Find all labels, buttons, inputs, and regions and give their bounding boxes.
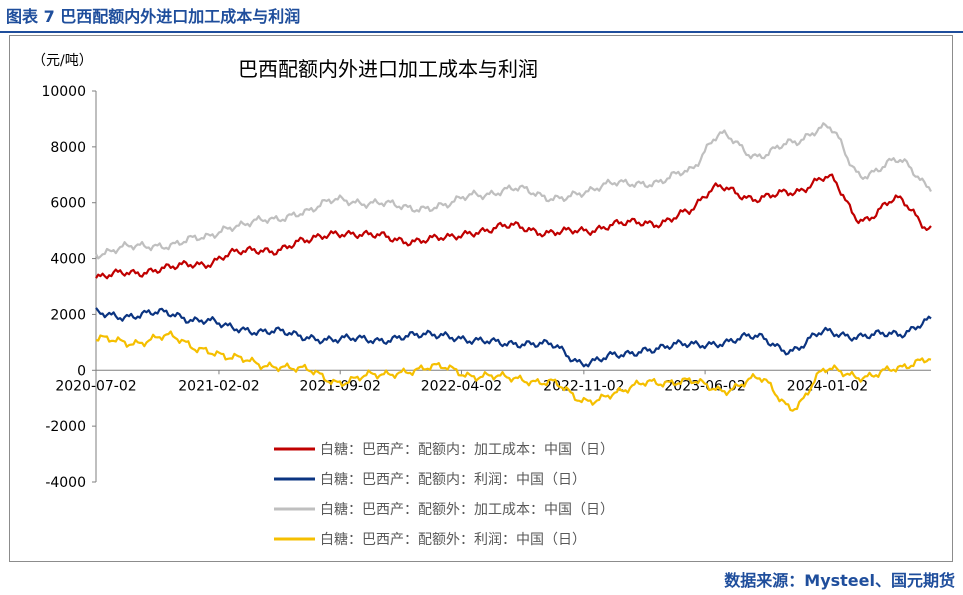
figure-label: 图表 7 巴西配额内外进口加工成本与利润: [6, 7, 301, 26]
x-tick-label: 2021-02-02: [178, 378, 259, 394]
y-axis-unit-label: （元/吨）: [32, 53, 93, 69]
series-line-2: [95, 307, 932, 368]
legend: 白糖：巴西产：配额内：加工成本：中国（日） 白糖：巴西产：配额内：利润：中国（日）…: [274, 442, 614, 548]
x-axis-ticks: 2020-07-02 2021-02-02 2021-09-02 2022-04-02…: [55, 370, 868, 394]
y-tick-label: -4000: [45, 475, 86, 491]
legend-label-1: 白糖：巴西产：配额内：加工成本：中国（日）: [320, 442, 614, 458]
x-tick-label: 2024-01-02: [787, 378, 868, 394]
series-line-3: [95, 122, 932, 260]
x-tick-label: 2021-09-02: [300, 378, 381, 394]
y-tick-label: 10000: [41, 84, 86, 100]
legend-label-2: 白糖：巴西产：配额内：利润：中国（日）: [320, 472, 586, 488]
y-tick-label: -2000: [45, 419, 86, 435]
y-axis-ticks: 10000 8000 6000 4000 2000 0 -2000 -4000: [41, 84, 96, 491]
y-tick-label: 2000: [50, 307, 86, 323]
y-tick-label: 6000: [50, 196, 86, 212]
chart-frame: 巴西配额内外进口加工成本与利润 （元/吨） 10000 8000 6000 4000 2…: [9, 35, 953, 562]
legend-label-4: 白糖：巴西产：配额外：利润：中国（日）: [320, 532, 586, 548]
chart-title: 巴西配额内外进口加工成本与利润: [238, 57, 538, 81]
series-lines: [95, 122, 932, 412]
series-line-1: [95, 173, 932, 280]
title-rule: [0, 31, 963, 33]
axes: [95, 91, 931, 482]
line-chart: 巴西配额内外进口加工成本与利润 （元/吨） 10000 8000 6000 4000 2…: [32, 53, 932, 548]
x-tick-label: 2022-04-02: [421, 378, 502, 394]
series-line-4: [95, 330, 932, 412]
y-tick-label: 8000: [50, 140, 86, 156]
data-source: 数据来源：Mysteel、国元期货: [724, 571, 955, 590]
x-tick-label: 2023-06-02: [664, 378, 745, 394]
y-tick-label: 0: [77, 363, 86, 379]
legend-label-3: 白糖：巴西产：配额外：加工成本：中国（日）: [320, 502, 614, 518]
y-tick-label: 4000: [50, 252, 86, 268]
